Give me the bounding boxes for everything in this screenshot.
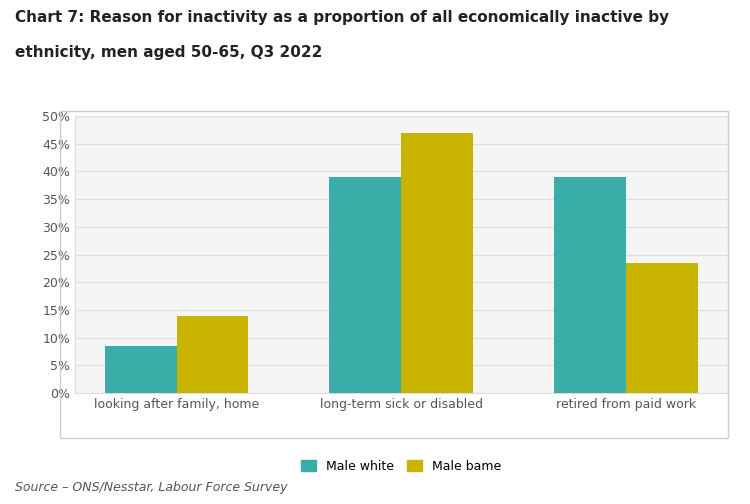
Text: Source – ONS/Nesstar, Labour Force Survey: Source – ONS/Nesstar, Labour Force Surve… <box>15 481 287 494</box>
Bar <box>176 316 248 393</box>
Text: Chart 7: Reason for inactivity as a proportion of all economically inactive by: Chart 7: Reason for inactivity as a prop… <box>15 10 669 25</box>
Bar <box>105 346 176 393</box>
Bar <box>401 133 473 393</box>
Bar <box>554 177 626 393</box>
Bar <box>329 177 401 393</box>
Bar <box>626 263 698 393</box>
Text: ethnicity, men aged 50-65, Q3 2022: ethnicity, men aged 50-65, Q3 2022 <box>15 45 322 60</box>
Legend: Male white, Male bame: Male white, Male bame <box>296 455 506 478</box>
